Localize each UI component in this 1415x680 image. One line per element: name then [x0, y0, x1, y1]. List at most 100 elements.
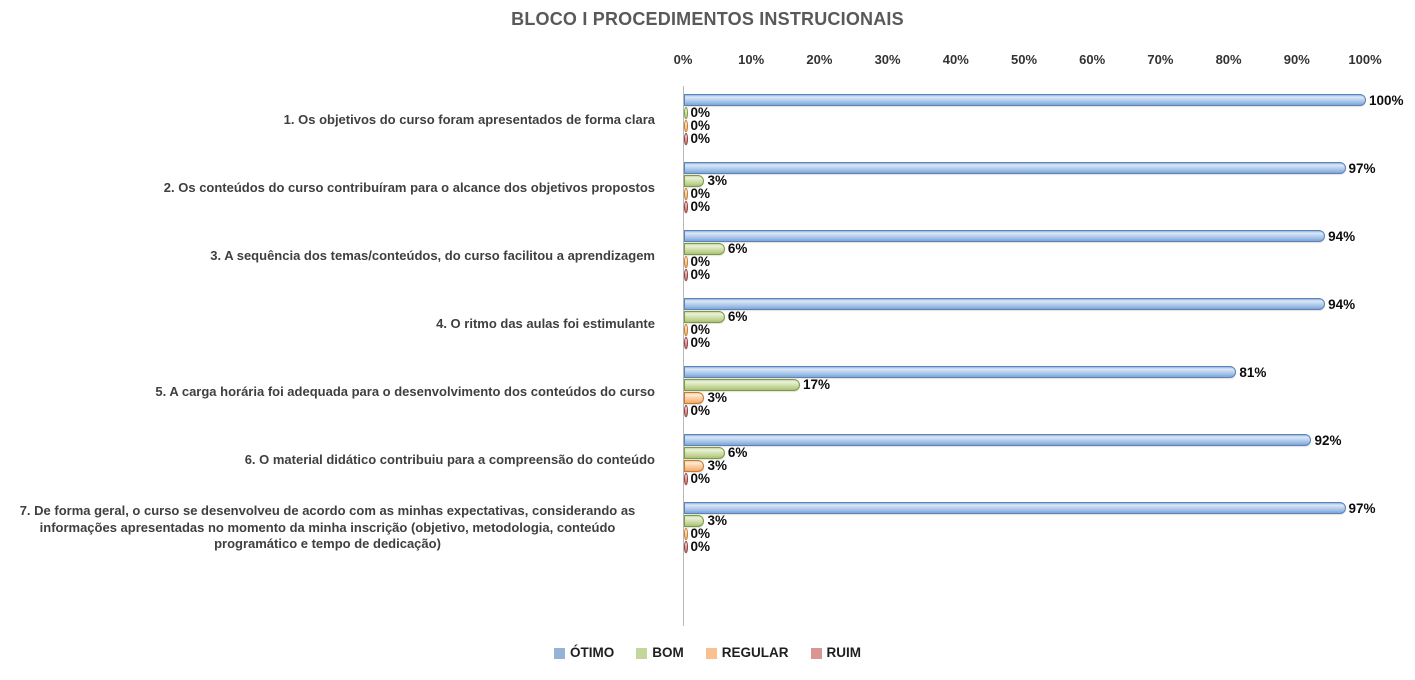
bar-ruim: [684, 336, 688, 349]
axis-tick-label: 0%: [673, 52, 693, 67]
bar-row: 0%: [684, 268, 1365, 281]
category-label: 3. A sequência dos temas/conteúdos, do c…: [210, 247, 655, 263]
legend-item-ruim: RUIM: [810, 645, 862, 660]
bar-ruim: [684, 132, 688, 145]
data-label: 97%: [1348, 160, 1376, 176]
bar-regular: [684, 119, 688, 132]
data-label: 81%: [1239, 364, 1267, 380]
category-label: 7. De forma geral, o curso se desenvolve…: [19, 503, 636, 552]
bar-ruim: [684, 404, 688, 417]
bar-row: 94%: [684, 298, 1365, 311]
legend-label: RUIM: [826, 645, 862, 660]
data-label: 17%: [802, 377, 830, 393]
bar-bom: [684, 379, 800, 392]
data-label: 3%: [707, 458, 727, 474]
bar-row: 97%: [684, 502, 1376, 515]
data-label: 0%: [690, 539, 711, 555]
category-label: 2. Os conteúdos do curso contribuíram pa…: [163, 179, 655, 195]
bar-ótimo: [684, 298, 1326, 311]
data-label: 92%: [1314, 432, 1342, 448]
bar-ótimo: [684, 366, 1237, 379]
legend-label: BOM: [652, 645, 684, 660]
bar-row: 6%: [684, 241, 1365, 257]
axis-tick-label: 40%: [942, 52, 969, 67]
bar-row: 0%: [684, 118, 1365, 134]
bar-bom: [684, 107, 688, 120]
legend-label: ÓTIMO: [570, 645, 615, 660]
data-label: 0%: [690, 118, 711, 134]
axis-tick-label: 10%: [738, 52, 765, 67]
bar-row: 3%: [684, 458, 1365, 474]
category-label-cell: 2. Os conteúdos do curso contribuíram pa…: [0, 154, 669, 222]
data-label: 0%: [690, 131, 711, 147]
data-label: 0%: [690, 199, 711, 215]
legend-swatch-icon: [810, 647, 822, 659]
category-label-cell: 6. O material didático contribuiu para a…: [0, 426, 669, 494]
axis-tick-label: 70%: [1147, 52, 1174, 67]
bar-bom: [684, 447, 725, 460]
axis-tick-label: 30%: [874, 52, 901, 67]
data-label: 3%: [707, 390, 727, 406]
legend: ÓTIMO BOM REGULAR RUIM: [0, 645, 1415, 660]
category-label: 4. O ritmo das aulas foi estimulante: [436, 315, 655, 331]
bar-regular: [684, 459, 705, 472]
axis-tick-label: 60%: [1079, 52, 1106, 67]
bar-group: 81% 17% 3% 0%: [684, 358, 1365, 426]
bar-regular: [684, 527, 688, 540]
data-label: 94%: [1328, 228, 1356, 244]
data-label: 0%: [690, 254, 711, 270]
category-label-cell: 4. O ritmo das aulas foi estimulante: [0, 290, 669, 358]
axis-tick-label: 20%: [806, 52, 833, 67]
bar-row: 0%: [684, 186, 1365, 202]
bar-row: 97%: [684, 162, 1376, 175]
legend-item-regular: REGULAR: [705, 645, 789, 660]
category-label: 1. Os objetivos do curso foram apresenta…: [283, 111, 655, 127]
bar-row: 0%: [684, 200, 1365, 213]
chart-title: BLOCO I PROCEDIMENTOS INSTRUCIONAIS: [511, 9, 904, 29]
data-label: 0%: [690, 526, 711, 542]
bar-ótimo: [684, 162, 1346, 175]
category-label-cell: 5. A carga horária foi adequada para o d…: [0, 358, 669, 426]
axis-tick-label: 90%: [1283, 52, 1310, 67]
bar-bom: [684, 175, 705, 188]
bar-row: 3%: [684, 513, 1365, 529]
bar-bom: [684, 515, 705, 528]
category-label-cell: 1. Os objetivos do curso foram apresenta…: [0, 86, 669, 154]
bar-row: 92%: [684, 434, 1365, 447]
bar-bom: [684, 311, 725, 324]
bar-ruim: [684, 472, 688, 485]
category-axis-labels: 1. Os objetivos do curso foram apresenta…: [0, 86, 669, 562]
category-label-cell: 7. De forma geral, o curso se desenvolve…: [0, 494, 669, 562]
bar-row: 0%: [684, 540, 1365, 553]
bar-ótimo: [684, 94, 1366, 107]
bar-ótimo: [684, 434, 1312, 447]
category-label-cell: 3. A sequência dos temas/conteúdos, do c…: [0, 222, 669, 290]
legend-item-ótimo: ÓTIMO: [554, 645, 614, 660]
bar-row: 6%: [684, 445, 1365, 461]
bar-ruim: [684, 268, 688, 281]
data-label: 100%: [1369, 92, 1404, 108]
bar-group: 100% 0% 0% 0%: [684, 86, 1404, 154]
data-label: 0%: [690, 105, 711, 121]
legend-swatch-icon: [705, 647, 717, 659]
bar-regular: [684, 255, 688, 268]
data-label: 6%: [727, 309, 748, 325]
bar-row: 6%: [684, 309, 1365, 325]
data-label: 0%: [690, 186, 711, 202]
bar-group: 94% 6% 0% 0%: [684, 290, 1365, 358]
bar-ótimo: [684, 502, 1346, 515]
category-label: 6. O material didático contribuiu para a…: [244, 451, 655, 467]
bar-ótimo: [684, 230, 1326, 243]
data-label: 6%: [727, 445, 748, 461]
data-label: 3%: [707, 513, 727, 529]
data-label: 6%: [727, 241, 748, 257]
bar-row: 0%: [684, 254, 1365, 270]
bar-bom: [684, 243, 725, 256]
data-label: 0%: [690, 403, 711, 419]
bar-row: 3%: [684, 174, 1365, 188]
axis-tick-label: 80%: [1215, 52, 1242, 67]
bar-group: 94% 6% 0% 0%: [684, 222, 1365, 290]
bar-row: 0%: [684, 336, 1365, 349]
bar-row: 0%: [684, 404, 1365, 417]
